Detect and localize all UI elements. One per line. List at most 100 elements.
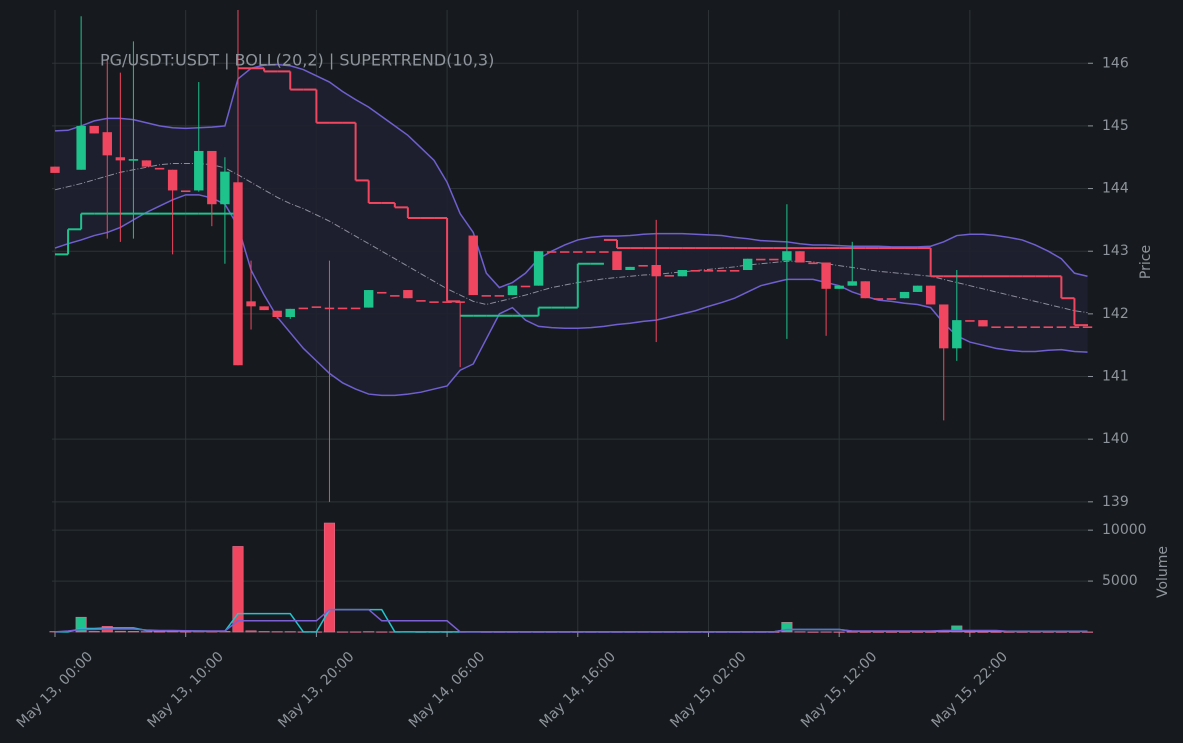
candle-body [782,251,792,261]
candle-body [220,171,230,205]
candle-body [494,295,505,297]
candle-body [729,270,740,272]
candle-body [154,167,165,170]
candle-body [207,150,217,205]
candle-body [651,265,661,277]
candle-body [429,301,439,303]
volume-bar [964,631,976,633]
candle-body [50,166,60,173]
volume-bar [232,546,244,633]
volume-line [54,608,1088,633]
candle-body [403,290,413,299]
candle-body [742,258,753,271]
volume-bar [833,631,845,633]
candle-body [194,150,204,191]
candle-body [455,301,465,303]
volume-bar [794,631,806,633]
volume-bar [180,631,192,633]
volume-bar [140,631,153,633]
candle-body [246,301,256,307]
bollinger-upper [54,63,1088,289]
volume-bar [363,631,375,633]
candle-body [337,307,348,310]
volume-bar [75,616,87,633]
volume-axis-label: Volume [1155,546,1171,598]
volume-tick-label: 10000 [1102,522,1147,538]
candle-body [1082,326,1093,329]
candle-body [939,304,949,349]
y-tick-label: 143 [1102,243,1129,259]
candle-body [442,301,452,303]
candle-body [769,258,779,261]
candle-body [1017,326,1027,329]
bollinger-lower [54,194,1088,397]
candle-body [612,251,622,271]
volume-bar [885,631,897,633]
candle-body [180,190,191,193]
volume-bar [951,625,963,633]
volume-bar [872,631,884,633]
candle-body [599,251,609,253]
volume-bar [807,631,819,633]
candle-body [1030,326,1040,329]
candle-body [481,295,492,297]
candle-body [507,285,518,296]
candle-body [102,132,112,156]
volume-bar [337,631,349,633]
candle-body [298,307,309,310]
candle-body [952,320,962,349]
candle-body [586,251,596,253]
candle-body [899,291,910,299]
volume-tick-label: 5000 [1102,573,1138,589]
candle-body [167,169,178,191]
candle-body [390,295,400,297]
candle-body [115,157,126,161]
candle-body [886,298,897,300]
candle-body [363,290,374,308]
candle-body [350,307,361,310]
candle-body [533,251,544,286]
candle-body [76,125,86,170]
candle-body [664,275,674,277]
y-tick-label: 146 [1102,55,1129,71]
candle-body [259,306,269,311]
volume-bar [350,631,362,633]
candle-body [560,251,570,253]
plot [49,10,1094,633]
candle-body [625,266,635,271]
candle-body [1069,326,1080,329]
candle-body [285,308,295,318]
volume-bar [977,631,989,633]
y-tick-label: 142 [1102,306,1129,322]
candle-body [978,320,988,327]
candle-body [716,270,727,272]
y-tick-label: 144 [1102,181,1129,197]
candle-body [795,251,805,263]
candle-body [925,285,936,305]
volume-bar [127,631,139,633]
candle-body [468,235,478,296]
volume-bar [245,630,257,633]
candle-body [520,285,531,288]
candle-body [991,326,1001,329]
candle-body [847,281,857,286]
candle-body [821,262,831,289]
volume-bar [323,522,335,633]
candle-body [546,251,557,253]
candle-body [89,125,99,134]
candle-body [873,298,884,300]
candle-body [860,281,871,299]
volume-bar [376,631,388,633]
bollinger-middle [54,163,1088,314]
volume-bar [271,631,283,633]
volume-bar [284,631,296,633]
y-tick-label: 140 [1102,431,1129,447]
volume-bar [88,631,100,633]
candle-body [377,291,387,294]
candle-body [638,265,648,267]
candle-body [128,159,139,161]
candle-body [1056,326,1067,329]
volume-bar [925,631,937,633]
y-axis-label: Price [1138,245,1154,279]
